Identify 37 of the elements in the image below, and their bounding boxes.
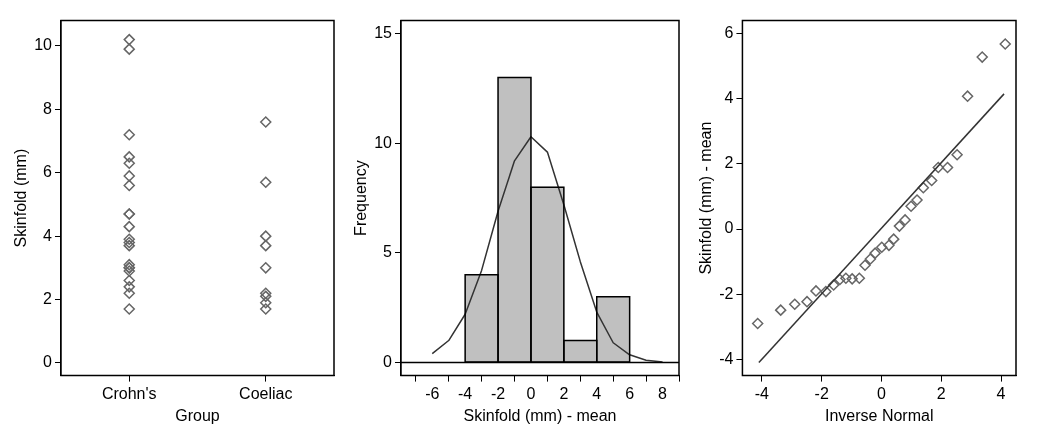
x-tick-label: -2 xyxy=(814,384,829,402)
x-tick-label: 2 xyxy=(559,384,569,402)
x-tick-label: -6 xyxy=(425,384,440,402)
x-tick-label: Crohn's xyxy=(101,384,157,402)
y-axis-title: Skinfold (mm) - mean xyxy=(697,121,715,275)
x-axis-title: Skinfold (mm) - mean xyxy=(463,406,617,424)
y-tick-label: 4 xyxy=(43,226,53,244)
y-tick-label: 10 xyxy=(374,133,393,151)
y-tick-label: 15 xyxy=(374,24,393,42)
y-tick-label: 0 xyxy=(43,353,53,371)
x-tick-label: 8 xyxy=(658,384,668,402)
x-tick-label: 4 xyxy=(996,384,1006,402)
y-tick-label: 0 xyxy=(724,219,734,237)
x-tick-label: Coeliac xyxy=(239,384,293,402)
y-tick-label: 6 xyxy=(724,24,734,42)
x-tick-label: 0 xyxy=(526,384,536,402)
y-tick-label: 6 xyxy=(43,163,53,181)
x-axis-title: Group xyxy=(175,406,220,424)
x-tick-label: 0 xyxy=(877,384,886,402)
y-tick-label: 2 xyxy=(724,154,734,172)
y-tick-label: 0 xyxy=(383,352,393,370)
x-tick-label: -4 xyxy=(754,384,770,402)
y-tick-label: -4 xyxy=(719,349,734,367)
x-tick-label: 6 xyxy=(625,384,635,402)
y-axis-title: Skinfold (mm) xyxy=(12,148,30,248)
y-tick-label: 2 xyxy=(43,289,53,307)
x-tick-label: 4 xyxy=(592,384,602,402)
x-tick-label: -2 xyxy=(490,384,506,402)
x-tick-label: -4 xyxy=(458,384,473,402)
y-tick-label: 10 xyxy=(34,36,53,54)
x-axis-title: Inverse Normal xyxy=(824,406,934,424)
y-tick-label: 8 xyxy=(43,99,53,117)
y-axis-title: Frequency xyxy=(352,160,370,236)
y-tick-label: -2 xyxy=(719,284,734,302)
y-tick-label: 5 xyxy=(383,243,393,261)
y-tick-label: 4 xyxy=(724,89,734,107)
x-tick-label: 2 xyxy=(936,384,946,402)
